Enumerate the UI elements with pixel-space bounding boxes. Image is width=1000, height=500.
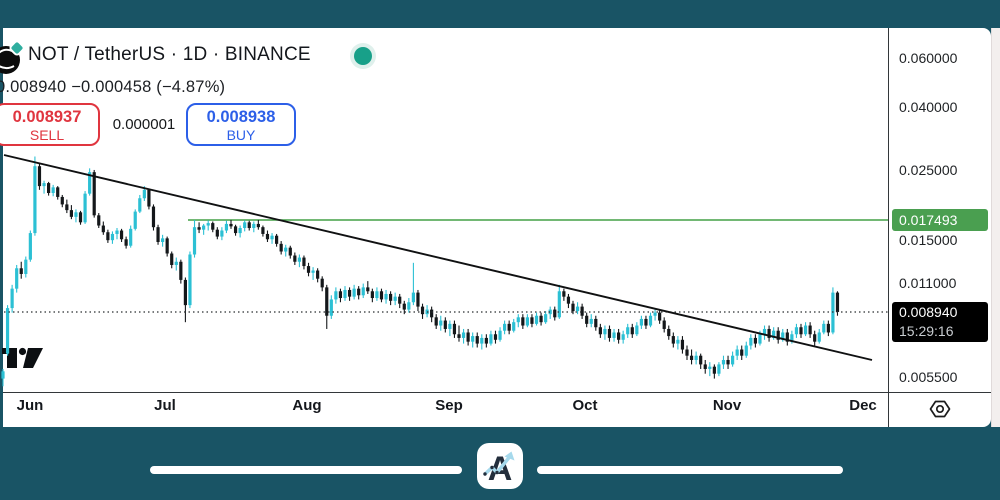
last-price-badge: 0.008940 15:29:16 bbox=[892, 302, 988, 342]
price-scale-label: 0.015000 bbox=[899, 232, 958, 248]
time-axis-border bbox=[3, 392, 991, 393]
month-label: Oct bbox=[572, 397, 598, 414]
level-price-badge: 0.017493 bbox=[892, 209, 988, 231]
price-scale-settings-button[interactable] bbox=[918, 395, 962, 423]
buy-button[interactable]: 0.008938 BUY bbox=[186, 103, 296, 146]
sell-price: 0.008937 bbox=[12, 108, 82, 126]
hexagon-target-icon bbox=[929, 400, 951, 418]
notcoin-logo-icon bbox=[0, 38, 30, 85]
price-scale-label: 0.060000 bbox=[899, 50, 958, 66]
price-scale-label: 0.040000 bbox=[899, 99, 958, 115]
chart-title: NOT / TetherUS · 1D · BINANCE bbox=[28, 44, 311, 65]
price-scale-label: 0.005500 bbox=[899, 369, 958, 385]
price-axis-border bbox=[888, 28, 889, 427]
month-label: Jun bbox=[16, 397, 44, 414]
last-price: 0.008940 bbox=[899, 304, 958, 320]
sell-button[interactable]: 0.008937 SELL bbox=[0, 103, 100, 146]
spread-value: 0.000001 bbox=[112, 116, 176, 133]
app-logo-icon[interactable]: A bbox=[477, 443, 523, 489]
tradingview-watermark-icon bbox=[2, 342, 44, 377]
screen-edge bbox=[991, 28, 1000, 427]
month-label: Sep bbox=[435, 397, 463, 414]
month-label: Dec bbox=[849, 397, 877, 414]
market-status-icon[interactable] bbox=[350, 43, 376, 69]
month-label: Aug bbox=[292, 397, 322, 414]
month-label: Jul bbox=[154, 397, 176, 414]
sell-label: SELL bbox=[29, 127, 65, 143]
bar-countdown: 15:29:16 bbox=[899, 323, 954, 339]
buy-price: 0.008938 bbox=[206, 108, 276, 126]
month-label: Nov bbox=[712, 397, 742, 414]
left-divider-handle bbox=[150, 466, 462, 474]
price-scale-label: 0.011000 bbox=[899, 275, 957, 291]
right-divider-handle bbox=[537, 466, 843, 474]
price-change-row: 0.008940 −0.000458 (−4.87%) bbox=[0, 78, 226, 96]
price-scale-label: 0.025000 bbox=[899, 162, 958, 178]
buy-label: BUY bbox=[226, 127, 256, 143]
